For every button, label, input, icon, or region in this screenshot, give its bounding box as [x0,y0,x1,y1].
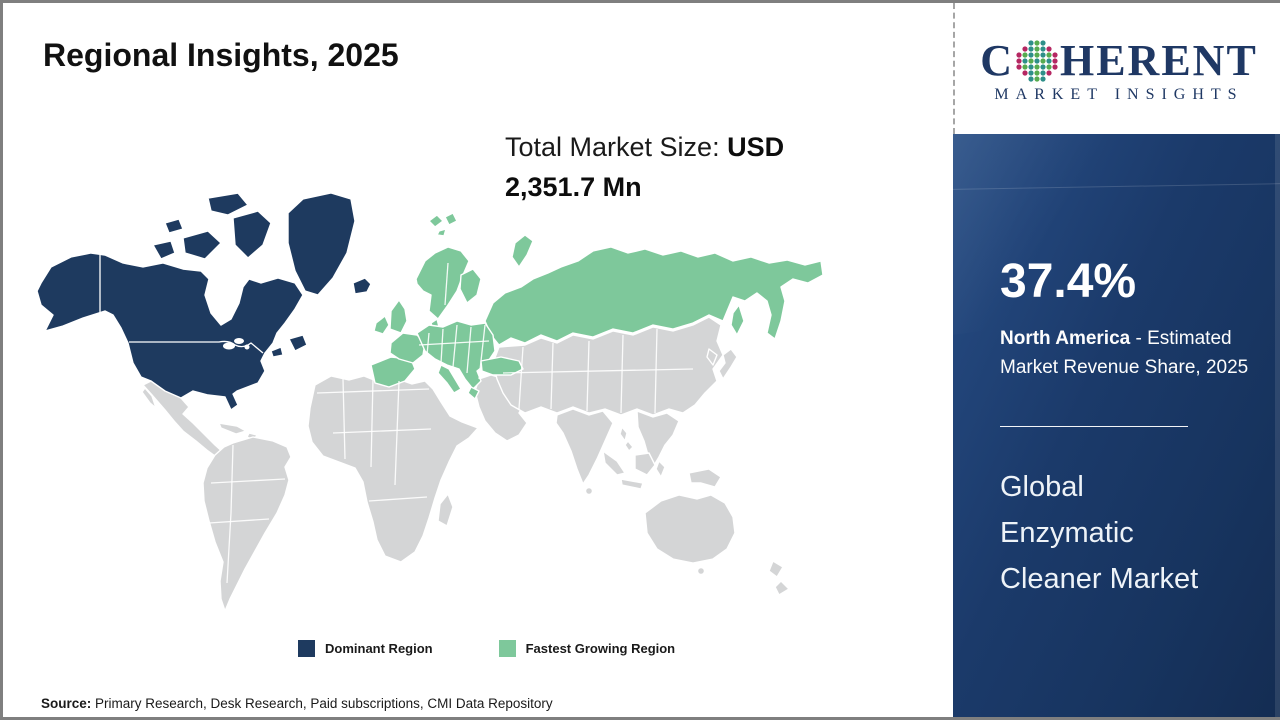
source-text: Primary Research, Desk Research, Paid su… [91,696,553,711]
market-title: Global Enzymatic Cleaner Market [1000,471,1199,595]
country-borders [99,255,694,584]
sidebar-texture-line [953,183,1280,190]
region-other [141,316,790,612]
dominant-region-swatch [298,640,315,657]
fastest-growing-region-swatch [498,640,516,657]
logo-subtitle: MARKET INSIGHTS [994,86,1244,103]
total-market-size-label: Total Market Size: [505,132,728,162]
share-region: North America [1000,328,1131,349]
world-map-svg [36,192,824,612]
page-title: Regional Insights, 2025 [43,37,399,73]
total-market-size: Total Market Size: USD 2,351.7 Mn [505,127,825,207]
legend-item-dominant: Dominant Region [298,640,433,657]
dominant-region-label: Dominant Region [325,641,433,656]
world-map [33,183,863,643]
source-line: Source: Primary Research, Desk Research,… [41,696,553,711]
logo-word-end: HERENT [1059,36,1258,85]
logo-word-start: C [980,36,1014,85]
region-north-america [36,192,372,411]
total-market-size-value: USD 2,351.7 Mn [505,132,785,202]
share-description: North America - Estimated Market Revenue… [1000,324,1258,382]
share-desc-text: - Estimated Market Revenue Share, 2025 [1000,328,1249,378]
stats-sidebar: 37.4% North America - Estimated Market R… [953,134,1280,717]
fastest-growing-region-label: Fastest Growing Region [525,641,676,656]
map-legend: Dominant Region Fastest Growing Region [298,640,675,657]
legend-item-growing: Fastest Growing Region [498,640,676,657]
brand-logo: C HERENT [980,39,1258,83]
brand-logo-panel: C HERENT MARKET INSIGHTS [953,3,1280,134]
great-lakes [223,338,250,350]
dotted-globe-icon [1016,40,1058,82]
region-europe-russia [370,212,824,400]
share-value: 37.4% [1000,255,1137,308]
source-label: Source: [41,696,92,711]
sidebar-divider [1000,426,1188,427]
